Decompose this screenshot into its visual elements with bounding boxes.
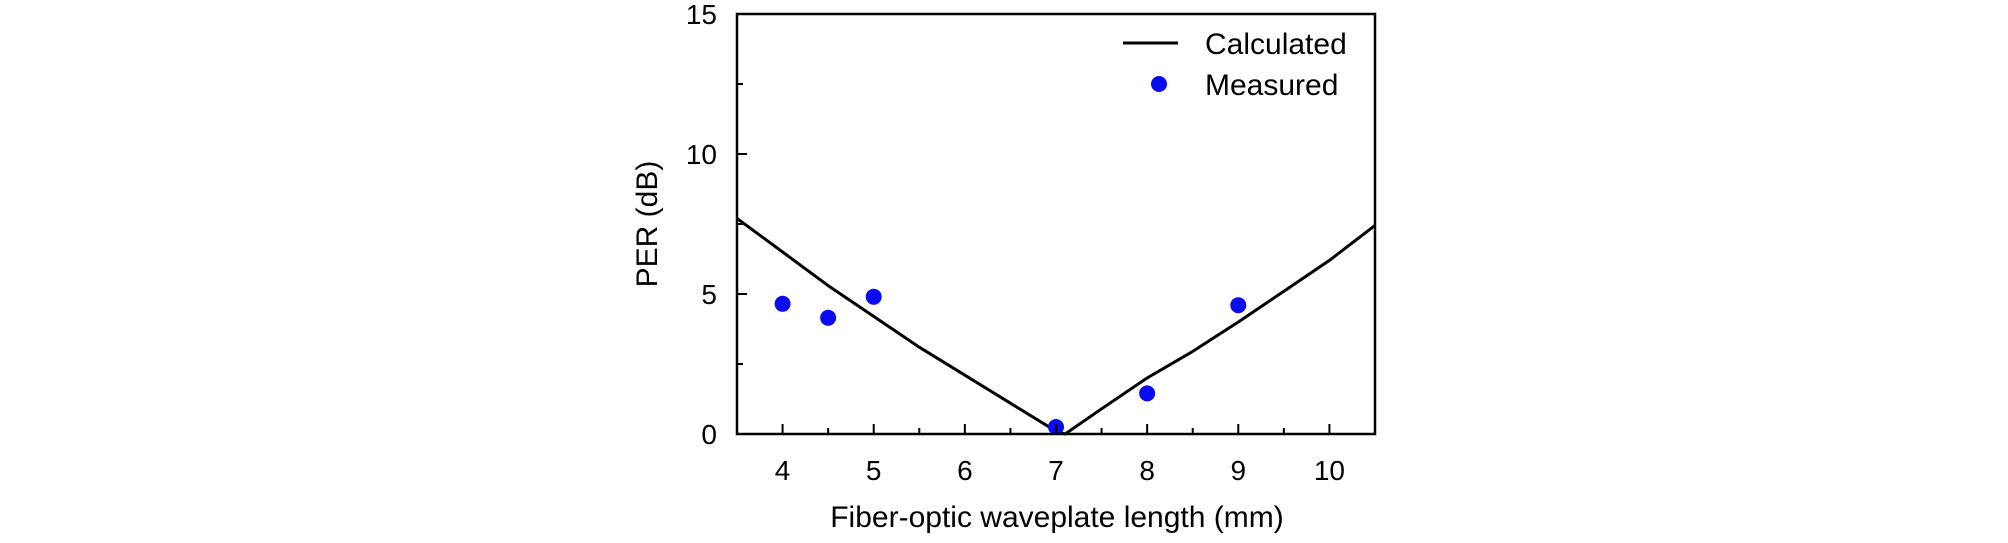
y-axis-title: PER (dB) — [631, 161, 664, 288]
x-tick-label: 5 — [866, 455, 882, 486]
legend-marker-swatch — [1151, 76, 1167, 92]
y-tick-label: 10 — [686, 139, 717, 170]
x-tick-label: 10 — [1314, 455, 1345, 486]
x-tick-label: 7 — [1048, 455, 1064, 486]
legend: Calculated Measured — [1123, 28, 1347, 102]
x-tick-label: 8 — [1139, 455, 1155, 486]
x-tick-label: 4 — [775, 455, 791, 486]
y-tick-label: 15 — [686, 0, 717, 30]
measured-point — [774, 295, 791, 312]
y-tick-label: 5 — [701, 279, 717, 310]
legend-label: Measured — [1205, 69, 1338, 102]
y-tick-label: 0 — [701, 419, 717, 450]
measured-point — [820, 309, 837, 326]
measured-point — [1230, 297, 1247, 314]
measured-point — [865, 288, 882, 305]
calculated-line — [736, 217, 1376, 436]
measured-point — [1139, 385, 1156, 402]
x-tick-label: 6 — [957, 455, 973, 486]
x-axis-title: Fiber-optic waveplate length (mm) — [830, 501, 1284, 534]
x-tick-label: 9 — [1230, 455, 1246, 486]
axes-layer: 4 5 6 7 8 9 10 0 5 10 15 — [686, 0, 1377, 486]
plot-layer — [736, 217, 1376, 436]
legend-label: Calculated — [1205, 28, 1347, 61]
